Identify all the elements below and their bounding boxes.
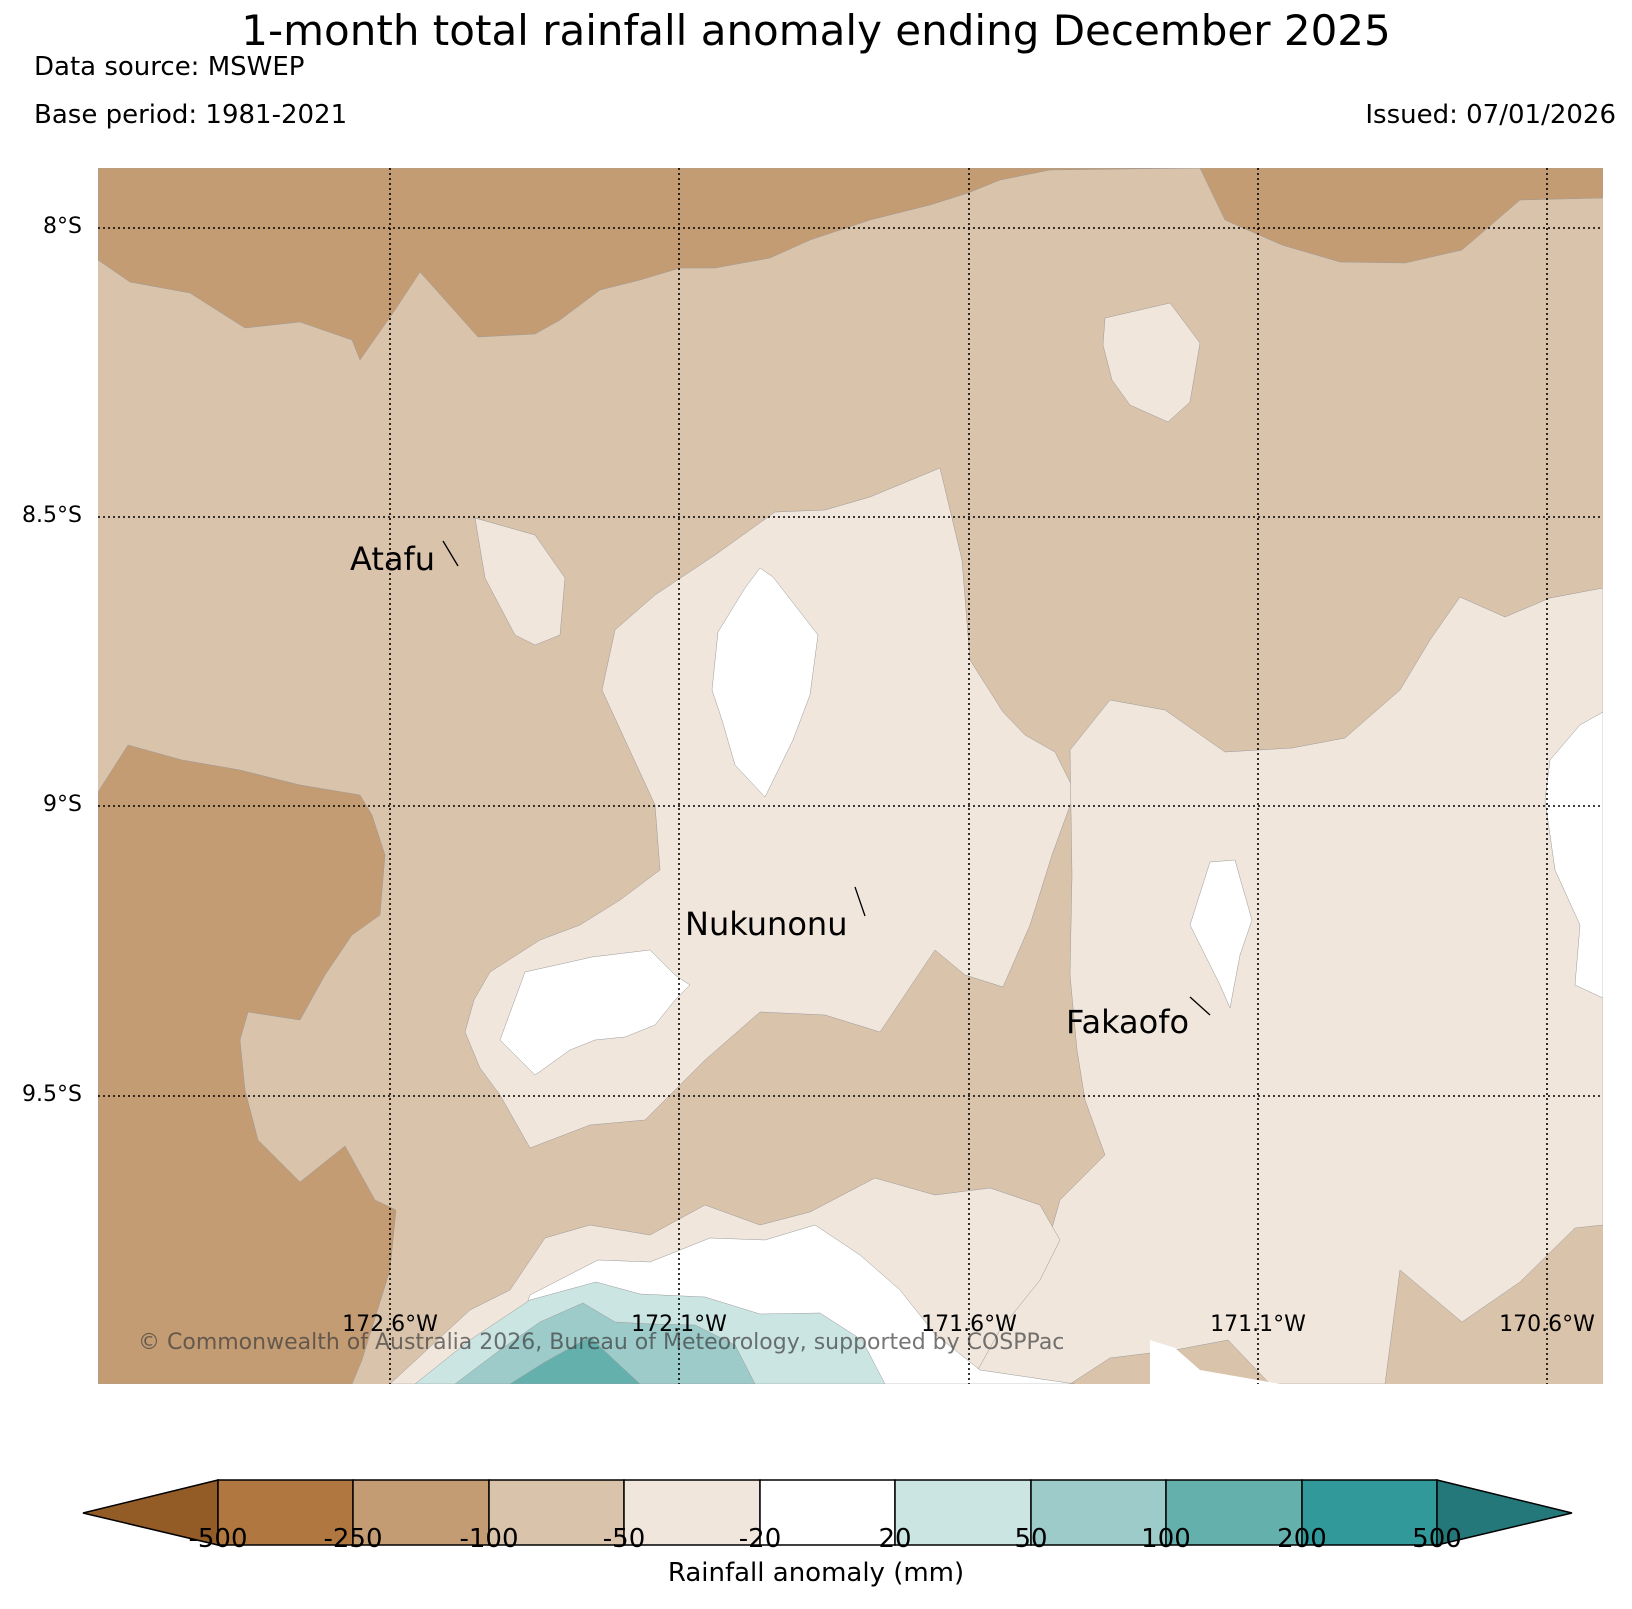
colorbar-tick: -50	[602, 1524, 646, 1554]
contour-minus20-20-south-east	[1150, 1340, 1280, 1384]
place-nukunonu: Nukunonu	[685, 905, 848, 943]
map-title: 1-month total rainfall anomaly ending De…	[241, 6, 1391, 55]
colorbar-tick: 500	[1412, 1524, 1462, 1554]
colorbar-swatch-6	[894, 1479, 1032, 1546]
lat-label-8s: 8°S	[43, 214, 82, 239]
lat-label-8-5s: 8.5°S	[22, 503, 82, 528]
colorbar-tick: 50	[1014, 1524, 1048, 1554]
contour-minus20-20-center	[711, 567, 819, 798]
colorbar-tick: -100	[459, 1524, 519, 1554]
contour-minus20-20-east-edge	[1544, 711, 1603, 999]
contour-50-100	[454, 1302, 756, 1384]
colorbar-swatch-4	[623, 1479, 761, 1546]
lon-label-170-6w: 170.6°W	[1499, 1312, 1595, 1337]
lon-label-172-1w: 172.1°W	[631, 1312, 727, 1337]
colorbar-tick: -20	[738, 1524, 782, 1554]
place-leaders	[442, 540, 1211, 1016]
colorbar-tick: 100	[1141, 1524, 1191, 1554]
place-atafu: Atafu	[350, 540, 436, 578]
contour-100-200	[509, 1336, 641, 1384]
data-source: Data source: MSWEP	[34, 52, 305, 82]
colorbar-tick: -500	[188, 1524, 248, 1554]
lat-label-9s: 9°S	[43, 792, 82, 817]
place-fakaofo: Fakaofo	[1066, 1003, 1190, 1041]
leader-nukunonu	[854, 886, 866, 917]
colorbar-tick: 20	[878, 1524, 912, 1554]
contour-minus50-minus20-north	[1102, 302, 1201, 423]
contour-minus20-20-fakaofo	[1189, 859, 1253, 1009]
colorbar-tick: 200	[1277, 1524, 1327, 1554]
contour-minus250-minus100-top	[98, 168, 1603, 361]
colorbar-swatch-8	[1165, 1479, 1303, 1546]
contour-minus20-20-west	[499, 949, 691, 1076]
issued-date: Issued: 07/01/2026	[1365, 100, 1616, 130]
colorbar-swatch-7	[1030, 1479, 1167, 1546]
leader-fakaofo	[1189, 996, 1211, 1016]
graticule	[98, 168, 1603, 1384]
contour-minus50-minus20-east	[954, 587, 1603, 1384]
colorbar-label: Rainfall anomaly (mm)	[667, 1558, 965, 1588]
colorbar-extend-high	[1436, 1479, 1573, 1546]
lon-label-172-6w: 172.6°W	[342, 1312, 438, 1337]
contour-minus50-minus20-atafu	[474, 517, 566, 646]
lon-label-171-6w: 171.6°W	[921, 1312, 1017, 1337]
leader-atafu	[442, 540, 459, 567]
copyright-notice: © Commonwealth of Australia 2026, Bureau…	[138, 1330, 1065, 1355]
lat-label-9-5s: 9.5°S	[22, 1082, 82, 1107]
colorbar-swatch-3	[488, 1479, 625, 1546]
base-period: Base period: 1981-2021	[34, 100, 348, 130]
lon-label-171-1w: 171.1°W	[1210, 1312, 1306, 1337]
colorbar-swatch-1	[217, 1479, 354, 1546]
contour-minus250-minus100-left	[98, 744, 397, 1384]
contour-fills	[98, 168, 1603, 1384]
colorbar-swatch-9	[1301, 1479, 1438, 1546]
colorbar-swatch-5	[759, 1479, 896, 1546]
colorbar-tick: -250	[323, 1524, 383, 1554]
colorbar	[82, 1479, 1573, 1546]
